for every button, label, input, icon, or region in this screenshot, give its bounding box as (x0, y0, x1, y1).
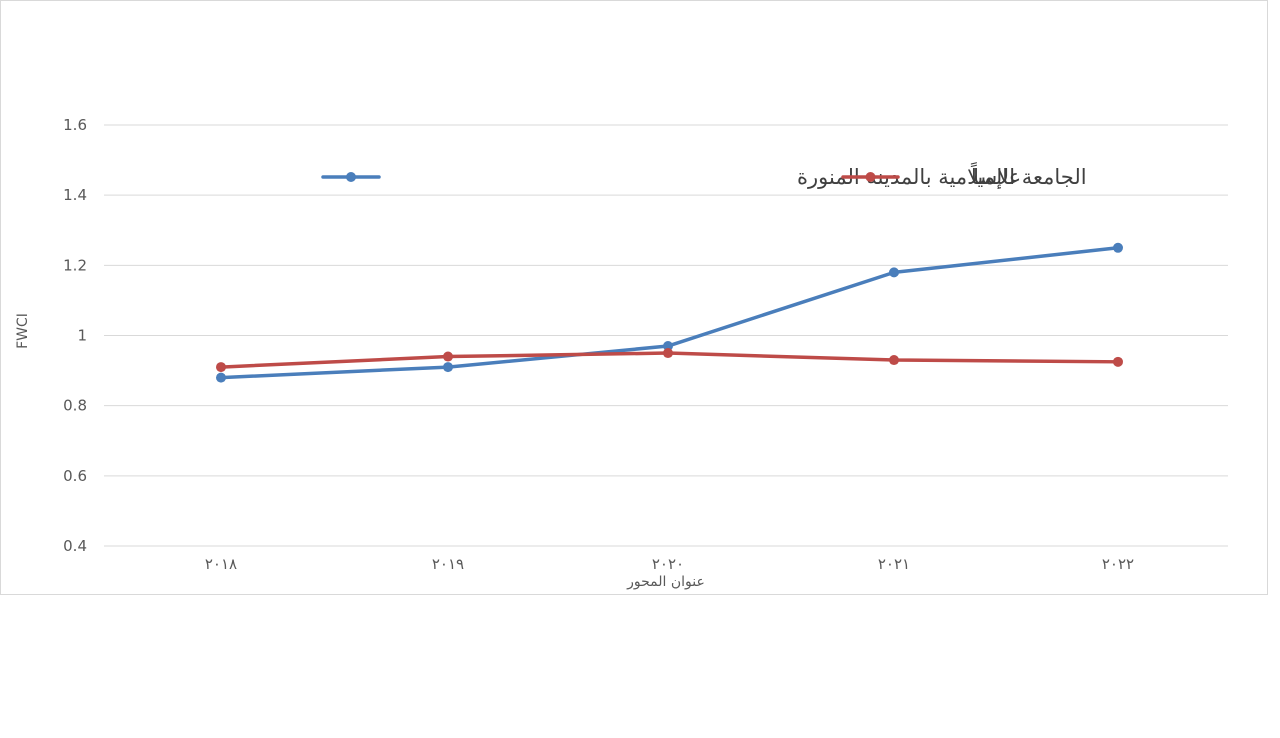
x-tick-label: ٢٠٢٠ (652, 555, 684, 573)
x-axis-ticks: ٢٠١٨ ٢٠١٩ ٢٠٢٠ ٢٠٢١ ٢٠٢٢ (205, 555, 1134, 573)
line-chart: 0.4 0.6 0.8 1 1.2 1.4 1.6 ٢٠١٨ ٢٠١٩ ٢٠٢٠ ٢٠٢١ ٢٠٢٢… (15, 116, 1228, 590)
y-tick-label: 1.2 (63, 256, 87, 274)
legend-label: الجامعة الإسلامية بالمدينة المنورة (797, 165, 1087, 189)
gridlines (104, 124, 1228, 547)
y-tick-label: 0.6 (63, 467, 87, 485)
data-point (889, 267, 899, 278)
legend: الجامعة الإسلامية بالمدينة المنورةعالميا… (321, 161, 1087, 189)
data-point (889, 355, 899, 366)
y-tick-label: 1 (77, 327, 87, 345)
y-axis-ticks: 0.4 0.6 0.8 1 1.2 1.4 1.6 (63, 116, 87, 555)
legend-item-1: عالمياً (841, 161, 1022, 189)
x-tick-label: ٢٠١٩ (432, 555, 464, 573)
legend-label: عالمياً (971, 161, 1022, 189)
series-1 (216, 348, 1123, 373)
data-point (1113, 356, 1123, 367)
series-line (219, 246, 1120, 380)
y-tick-label: 1.4 (63, 186, 87, 204)
x-tick-label: ٢٠١٨ (205, 555, 237, 573)
y-tick-label: 0.8 (63, 397, 87, 415)
data-point (663, 341, 673, 352)
y-tick-label: 0.4 (63, 537, 87, 555)
data-point (443, 351, 453, 362)
legend-marker (346, 172, 356, 182)
x-axis-title: عنوان المحور (626, 574, 705, 590)
data-point (216, 372, 226, 383)
data-point (663, 348, 673, 359)
legend-marker (865, 172, 876, 182)
data-point (216, 362, 226, 373)
series-0 (216, 242, 1123, 383)
series-layer (216, 242, 1123, 383)
x-tick-label: ٢٠٢٢ (1102, 555, 1134, 573)
data-point (443, 362, 453, 373)
y-tick-label: 1.6 (63, 116, 87, 134)
y-axis-title: FWCI (15, 313, 31, 349)
data-point (1113, 242, 1123, 253)
x-tick-label: ٢٠٢١ (878, 555, 910, 573)
chart-area: 0.4 0.6 0.8 1 1.2 1.4 1.6 ٢٠١٨ ٢٠١٩ ٢٠٢٠ ٢٠٢١ ٢٠٢٢… (0, 0, 1268, 595)
